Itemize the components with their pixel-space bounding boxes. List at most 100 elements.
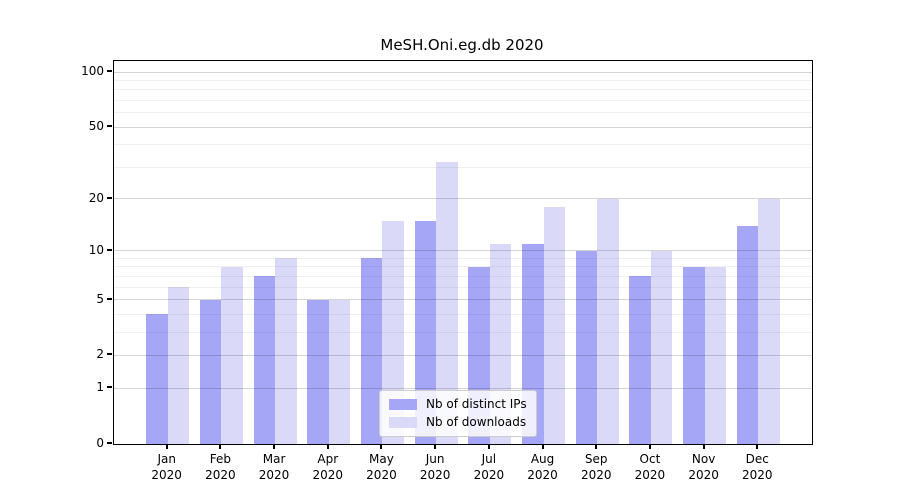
bar-downloads-mar: [275, 258, 297, 444]
x-tick-label: Jun 2020: [407, 451, 463, 483]
x-tick-label: Jul 2020: [461, 451, 517, 483]
x-tick-label: Aug 2020: [515, 451, 571, 483]
x-tick-mark: [326, 444, 329, 449]
chart-title: MeSH.Oni.eg.db 2020: [380, 36, 544, 54]
bar-distinct-ips-oct: [629, 276, 651, 444]
x-tick-month: Mar: [262, 452, 286, 466]
bar-downloads-jan: [167, 287, 190, 444]
y-tick-mark: [107, 248, 112, 251]
bar-downloads-dec: [758, 198, 780, 444]
x-tick-year: 2020: [688, 468, 719, 482]
x-tick-mark: [380, 444, 383, 449]
minor-gridline: [114, 112, 812, 114]
y-tick-label: 0: [96, 436, 104, 450]
x-tick-label: May 2020: [353, 451, 409, 483]
bar-distinct-ips-jun: [414, 220, 437, 444]
x-tick-label: Apr 2020: [300, 451, 356, 483]
x-tick-label: Nov 2020: [676, 451, 732, 483]
bar-downloads-apr: [328, 299, 351, 444]
minor-gridline: [114, 89, 812, 91]
x-tick-label: Mar 2020: [246, 451, 302, 483]
x-tick-month: Apr: [317, 452, 339, 466]
y-tick-label: 5: [96, 291, 104, 306]
x-tick-mark: [702, 444, 705, 449]
y-tick-mark: [107, 386, 112, 389]
x-tick-mark: [165, 444, 168, 449]
x-tick-mark: [434, 444, 437, 449]
x-tick-label: Sep 2020: [568, 451, 624, 483]
bar-downloads-aug: [543, 206, 565, 444]
x-tick-month: Nov: [691, 452, 716, 466]
x-tick-year: 2020: [151, 468, 182, 482]
x-tick-mark: [487, 444, 490, 449]
x-tick-mark: [648, 444, 651, 449]
bar-downloads-jun: [436, 162, 458, 444]
bar-downloads-oct: [650, 250, 673, 444]
y-tick-mark: [107, 125, 112, 128]
x-tick-month: Jul: [481, 452, 497, 466]
y-tick-mark: [107, 70, 112, 73]
x-tick-label: Jan 2020: [139, 451, 195, 483]
x-tick-label: Feb 2020: [192, 451, 248, 483]
legend-label-downloads: Nb of downloads: [426, 415, 527, 429]
legend: Nb of distinct IPs Nb of downloads: [379, 390, 537, 437]
x-tick-month: Jun: [425, 452, 445, 466]
y-tick-label: 100: [81, 64, 104, 79]
x-tick-year: 2020: [205, 468, 236, 482]
y-tick-label: 2: [96, 347, 104, 362]
major-gridline: [114, 198, 812, 200]
bar-downloads-may: [382, 220, 404, 444]
bar-downloads-sep: [597, 198, 619, 444]
plot-area: Nb of distinct IPs Nb of downloads: [113, 60, 813, 445]
x-tick-year: 2020: [742, 468, 773, 482]
major-gridline: [114, 71, 812, 73]
x-tick-label: Oct 2020: [622, 451, 678, 483]
y-tick-label: 50: [88, 119, 104, 134]
bar-distinct-ips-apr: [307, 299, 329, 444]
minor-gridline: [114, 100, 812, 102]
y-tick-mark: [107, 353, 112, 356]
x-tick-year: 2020: [580, 468, 612, 482]
x-tick-month: Aug: [530, 452, 555, 466]
y-tick-mark: [107, 297, 112, 300]
minor-gridline: [114, 257, 812, 259]
x-tick-year: 2020: [312, 468, 344, 482]
bar-distinct-ips-may: [360, 258, 383, 444]
y-tick-mark: [107, 442, 112, 444]
x-tick-year: 2020: [366, 468, 397, 482]
bar-distinct-ips-dec: [736, 225, 759, 444]
x-tick-label: Dec 2020: [729, 451, 785, 483]
legend-swatch-downloads: [389, 417, 417, 428]
y-tick-label: 1: [96, 380, 104, 395]
bar-downloads-nov: [704, 266, 727, 444]
bar-distinct-ips-feb: [199, 299, 222, 444]
x-tick-month: May: [369, 452, 394, 466]
legend-entry-distinct-ips: Nb of distinct IPs: [389, 398, 527, 411]
bar-distinct-ips-mar: [253, 276, 276, 444]
x-tick-month: Jan: [157, 452, 176, 466]
y-tick-label: 20: [88, 190, 104, 205]
major-gridline: [114, 126, 812, 128]
legend-entry-downloads: Nb of downloads: [389, 416, 527, 429]
minor-gridline: [114, 166, 812, 168]
legend-label-distinct-ips: Nb of distinct IPs: [426, 397, 527, 411]
x-tick-year: 2020: [634, 468, 666, 482]
bar-distinct-ips-sep: [575, 250, 598, 444]
x-tick-mark: [273, 444, 276, 449]
minor-gridline: [114, 80, 812, 82]
x-tick-mark: [541, 444, 544, 449]
y-tick-label: 10: [88, 242, 104, 257]
x-tick-mark: [219, 444, 222, 449]
legend-swatch-distinct-ips: [389, 399, 417, 410]
minor-gridline: [114, 144, 812, 146]
x-tick-year: 2020: [473, 468, 505, 482]
x-tick-month: Oct: [639, 452, 661, 466]
x-tick-mark: [595, 444, 598, 449]
bar-downloads-feb: [221, 266, 243, 444]
x-tick-year: 2020: [527, 468, 558, 482]
major-gridline: [114, 250, 812, 252]
bar-distinct-ips-jan: [146, 314, 168, 444]
y-tick-mark: [107, 196, 112, 199]
x-tick-month: Feb: [209, 452, 231, 466]
